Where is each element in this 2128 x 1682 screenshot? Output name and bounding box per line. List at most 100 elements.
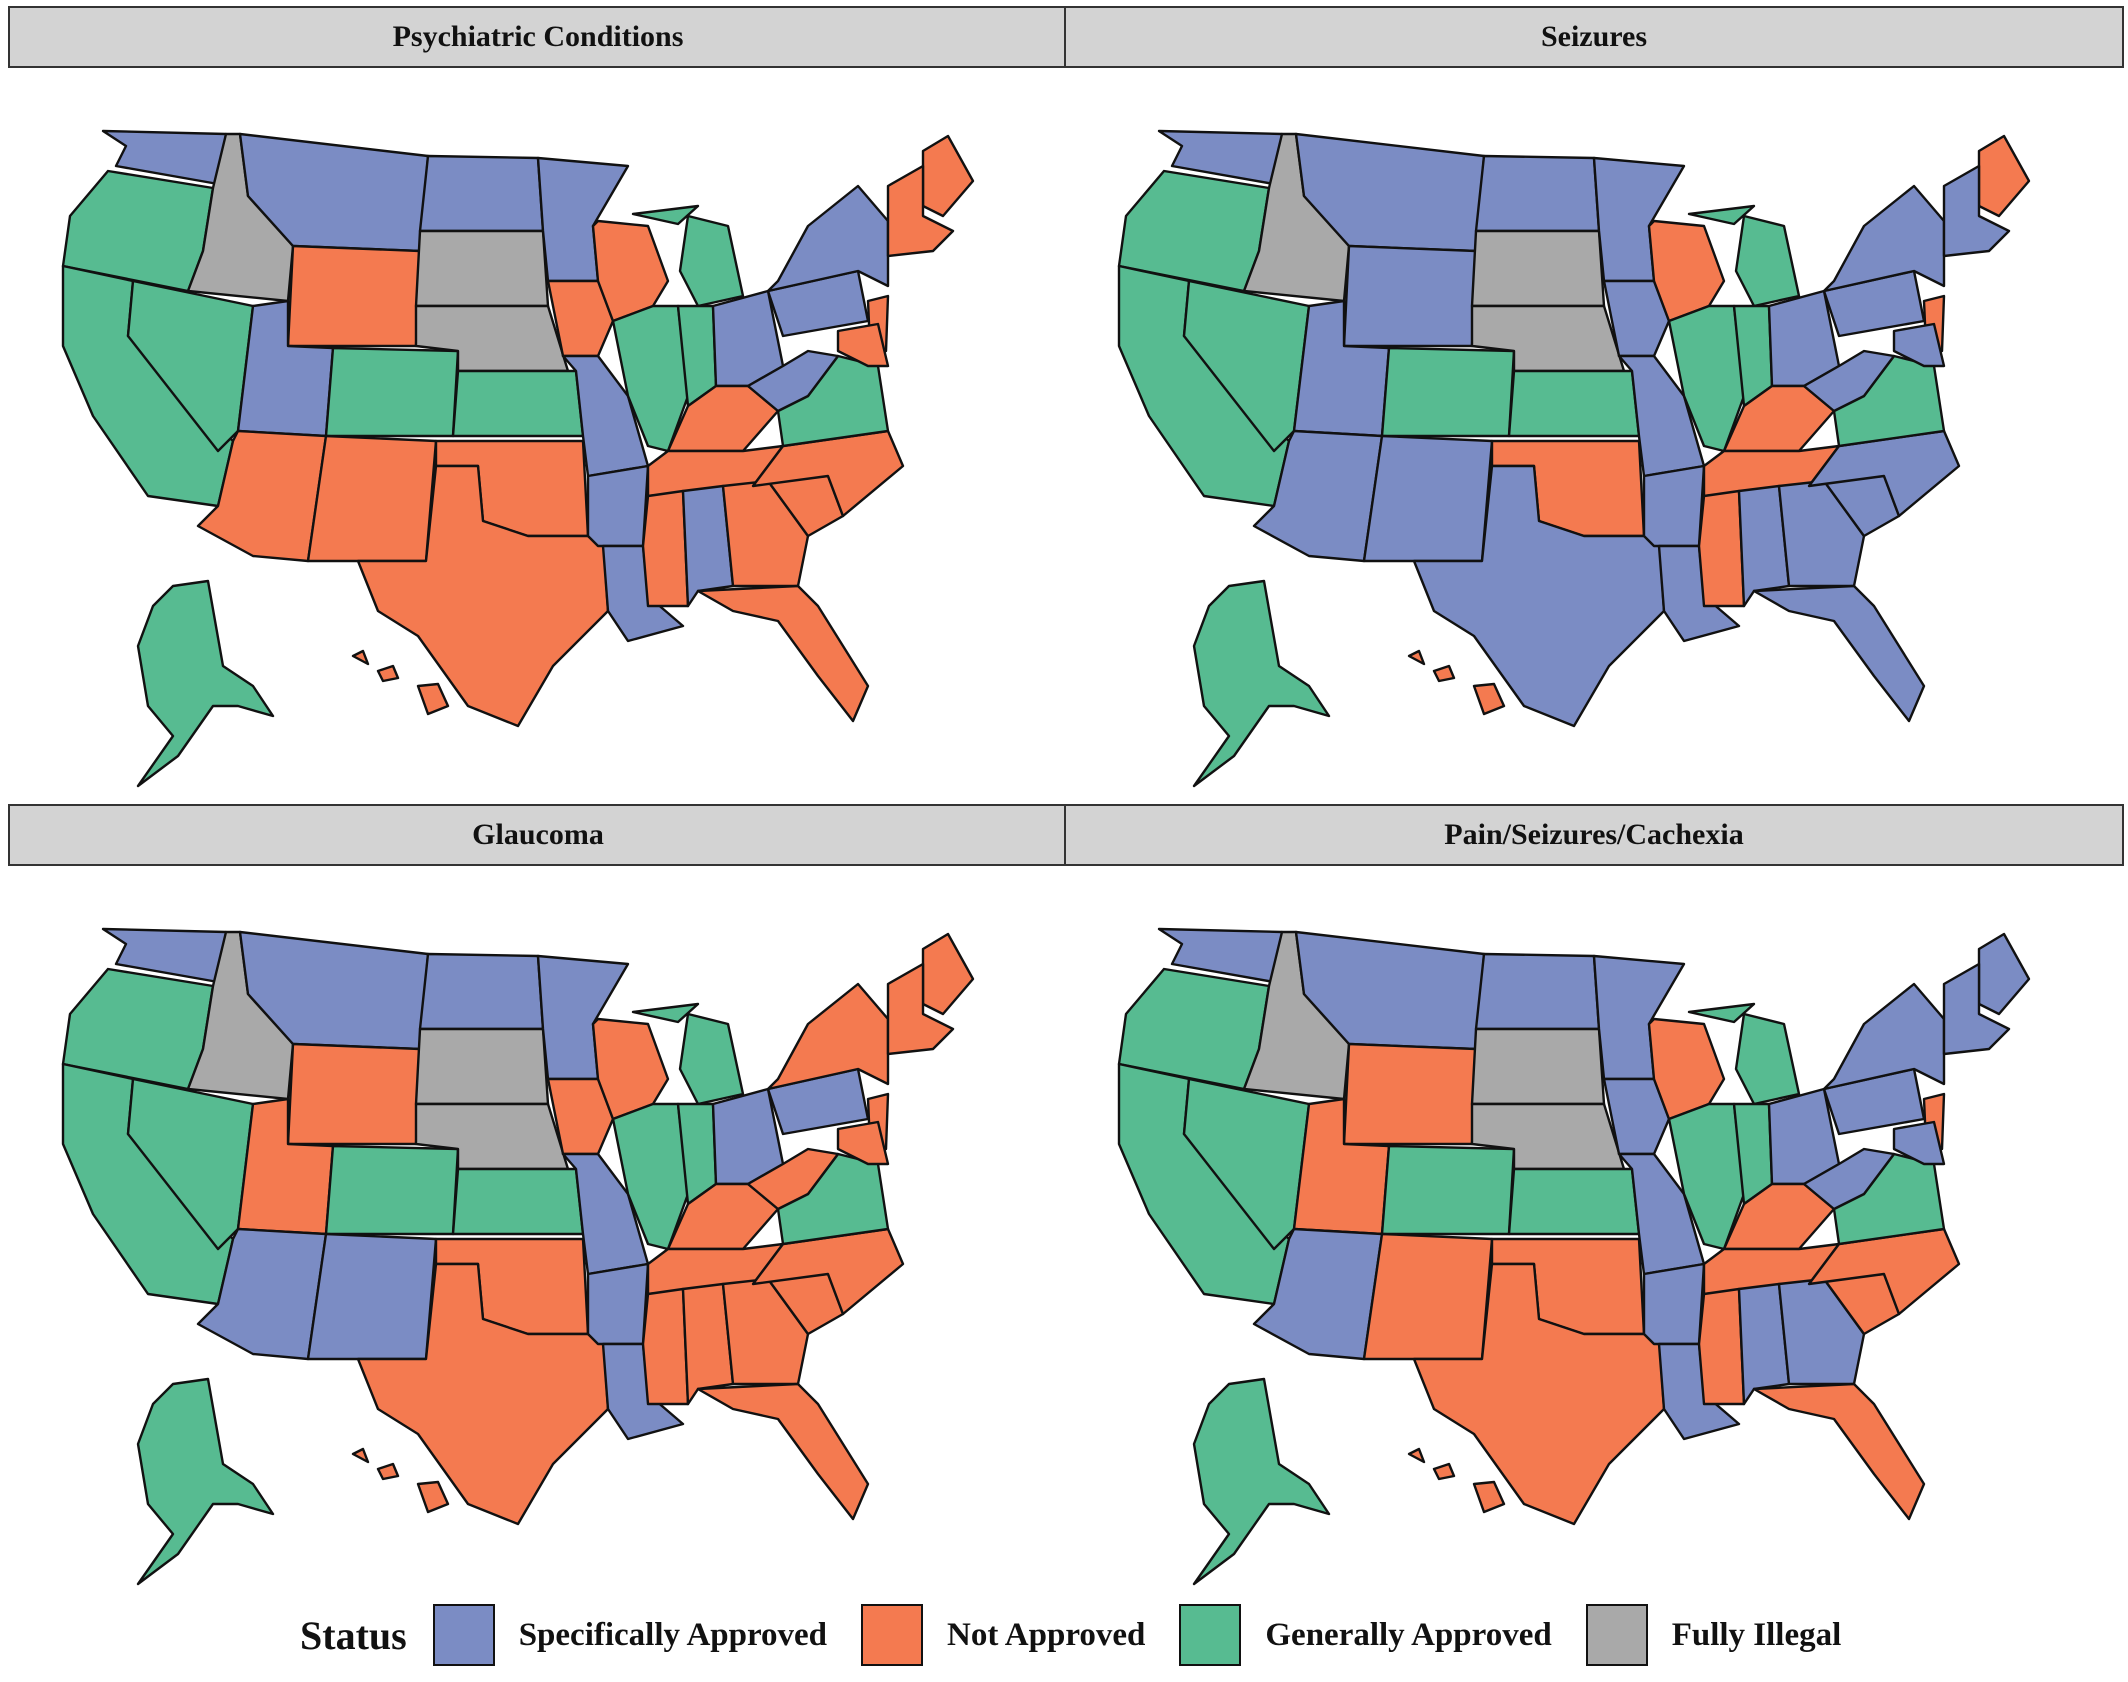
state-me <box>1977 932 2031 1016</box>
legend-label: Specifically Approved <box>518 1616 828 1653</box>
state-ia <box>1602 279 1671 358</box>
state-ar <box>1642 464 1706 548</box>
legend-swatch <box>861 1604 924 1666</box>
state-ak <box>1192 1377 1331 1586</box>
state-ks <box>451 369 585 438</box>
panel-glaucoma: Glaucoma <box>8 804 1068 1598</box>
state-nv <box>1182 279 1311 453</box>
state-mi <box>1687 204 1801 308</box>
state-wv <box>746 1147 840 1211</box>
state-tx <box>1412 1262 1666 1526</box>
panel-title: Pain/Seizures/Cachexia <box>1064 804 2124 866</box>
legend-item-not-approved: Not Approved <box>861 1604 1145 1666</box>
state-me <box>921 932 975 1016</box>
state-south-dakota <box>1470 1027 1606 1106</box>
state-fl <box>1752 584 1926 723</box>
state-co <box>1380 1144 1516 1236</box>
state-ks <box>451 1167 585 1236</box>
state-wy <box>286 1042 422 1146</box>
state-al <box>1737 1282 1791 1406</box>
state-nm <box>306 1232 438 1361</box>
state-ms <box>1697 1287 1746 1406</box>
legend-label: Fully Illegal <box>1671 1616 1842 1653</box>
panel-title: Psychiatric Conditions <box>8 6 1068 68</box>
state-new-england <box>886 164 955 258</box>
state-ak <box>136 579 275 788</box>
state-fl <box>696 584 870 723</box>
state-al <box>681 1282 735 1406</box>
state-nm <box>1362 1232 1494 1361</box>
state-co <box>324 346 460 438</box>
legend-swatch <box>1585 1604 1648 1666</box>
state-north-dakota <box>418 952 545 1031</box>
legend-title: Status <box>300 1612 407 1658</box>
legend-swatch <box>1179 1604 1242 1666</box>
state-md <box>1892 1120 1946 1166</box>
panel-title: Seizures <box>1064 6 2124 68</box>
state-fl <box>1752 1382 1926 1521</box>
state-ny <box>766 982 890 1091</box>
state-new-england <box>1942 164 2011 258</box>
state-hi <box>351 649 450 716</box>
state-wa <box>1157 927 1284 984</box>
state-hi <box>1407 1447 1506 1514</box>
state-me <box>1977 134 2031 218</box>
state-ks <box>1507 369 1641 438</box>
state-wa <box>101 927 228 984</box>
state-nv <box>1182 1077 1311 1251</box>
state-al <box>1737 484 1791 608</box>
state-ar <box>586 464 650 548</box>
state-wv <box>1802 1147 1896 1211</box>
state-wy <box>1342 1042 1478 1146</box>
state-north-dakota <box>1474 154 1601 233</box>
state-nv <box>126 1077 255 1251</box>
state-tx <box>1412 464 1666 728</box>
legend-item-generally-approved: Generally Approved <box>1179 1604 1552 1666</box>
state-ms <box>641 1287 690 1406</box>
panel-seizures: Seizures <box>1064 6 2124 800</box>
legend-label: Generally Approved <box>1265 1616 1552 1653</box>
state-ia <box>546 1077 615 1156</box>
state-north-dakota <box>1474 952 1601 1031</box>
state-hi <box>1407 649 1506 716</box>
state-fl <box>696 1382 870 1521</box>
state-mi <box>631 1002 745 1106</box>
state-wy <box>1342 244 1478 348</box>
state-nv <box>126 279 255 453</box>
state-ia <box>1602 1077 1671 1156</box>
state-nm <box>1362 434 1494 563</box>
state-south-dakota <box>414 1027 550 1106</box>
state-wv <box>1802 349 1896 413</box>
state-hi <box>351 1447 450 1514</box>
us-state-map <box>1117 129 2031 788</box>
state-md <box>1892 322 1946 368</box>
us-state-map <box>1117 927 2031 1586</box>
state-al <box>681 484 735 608</box>
panel-pain-seizures-cachexia: Pain/Seizures/Cachexia <box>1064 804 2124 1598</box>
us-state-map <box>61 927 975 1586</box>
state-tx <box>356 464 610 728</box>
state-mi <box>631 204 745 308</box>
state-tx <box>356 1262 610 1526</box>
state-ar <box>586 1262 650 1346</box>
state-mi <box>1687 1002 1801 1106</box>
state-me <box>921 134 975 218</box>
state-md <box>836 1120 890 1166</box>
legend-item-fully-illegal: Fully Illegal <box>1585 1604 1842 1666</box>
state-ks <box>1507 1167 1641 1236</box>
state-north-dakota <box>418 154 545 233</box>
legend-swatch <box>432 1604 495 1666</box>
state-ny <box>766 184 890 293</box>
state-south-dakota <box>414 229 550 308</box>
state-ny <box>1822 184 1946 293</box>
state-nm <box>306 434 438 563</box>
legend-label: Not Approved <box>947 1616 1146 1653</box>
state-ms <box>1697 489 1746 608</box>
state-co <box>1380 346 1516 438</box>
state-wa <box>1157 129 1284 186</box>
state-wy <box>286 244 422 348</box>
state-ms <box>641 489 690 608</box>
state-south-dakota <box>1470 229 1606 308</box>
us-state-map <box>61 129 975 788</box>
legend: Status Specifically Approved Not Approve… <box>300 1600 1875 1670</box>
